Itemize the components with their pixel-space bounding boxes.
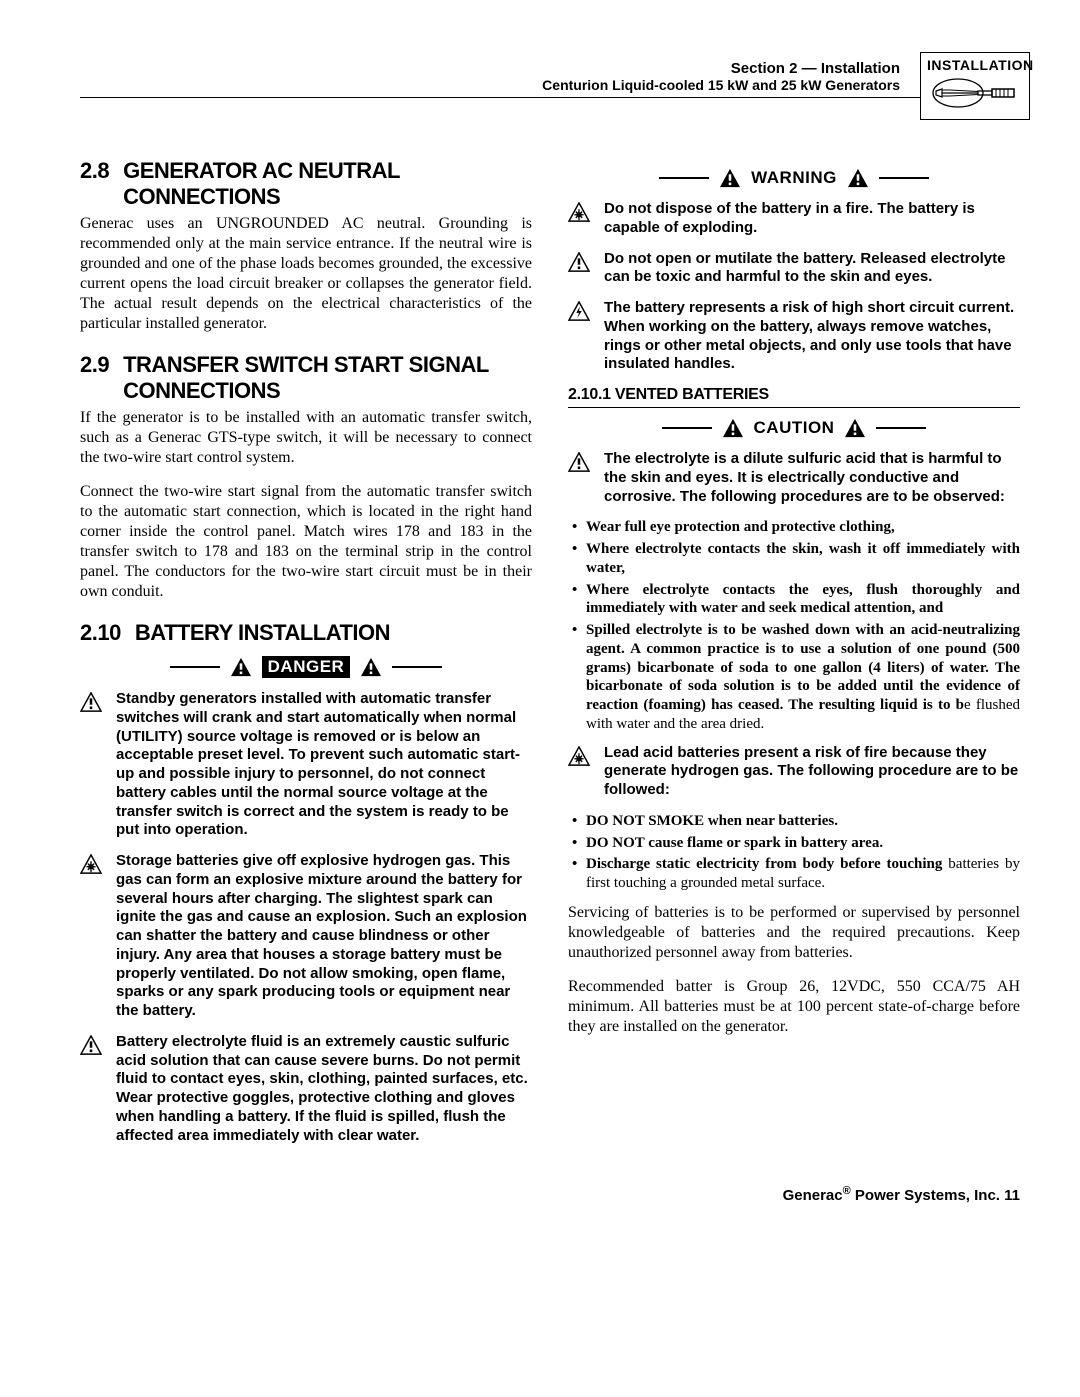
servicing-paragraph: Servicing of batteries is to be performe… bbox=[568, 903, 1020, 963]
section-number: 2.10 bbox=[80, 620, 121, 646]
hazard-exclaim-icon bbox=[80, 1033, 106, 1146]
installation-badge: INSTALLATION bbox=[920, 52, 1030, 120]
warning-item-3: The battery represents a risk of high sh… bbox=[568, 299, 1020, 374]
section-title: TRANSFER SWITCH START SIGNAL CONNECTIONS bbox=[123, 352, 532, 404]
caution-text: Lead acid batteries present a risk of fi… bbox=[604, 744, 1020, 800]
bullet-item: Discharge static electricity from body b… bbox=[572, 855, 1020, 893]
warning-triangle-icon bbox=[722, 418, 744, 438]
warning-text: The battery represents a risk of high sh… bbox=[604, 299, 1020, 374]
danger-item-1: Standby generators installed with automa… bbox=[80, 690, 532, 840]
hazard-exclaim-icon bbox=[568, 250, 594, 288]
hazard-burst-icon bbox=[568, 200, 594, 238]
danger-text: Battery electrolyte fluid is an extremel… bbox=[116, 1033, 532, 1146]
section-2-8-body: Generac uses an UNGROUNDED AC neutral. G… bbox=[80, 214, 532, 334]
warning-text: Do not open or mutilate the battery. Rel… bbox=[604, 250, 1020, 288]
danger-banner: DANGER bbox=[80, 656, 532, 678]
caution-item-1: The electrolyte is a dilute sulfuric aci… bbox=[568, 450, 1020, 506]
caution-item-2: Lead acid batteries present a risk of fi… bbox=[568, 744, 1020, 800]
subsection-2-10-1-heading: 2.10.1 VENTED BATTERIES bbox=[568, 386, 1020, 408]
section-2-9-body-2: Connect the two-wire start signal from t… bbox=[80, 482, 532, 602]
danger-item-2: Storage batteries give off explosive hyd… bbox=[80, 852, 532, 1021]
screwdriver-icon bbox=[930, 75, 1020, 111]
bullet-item: DO NOT SMOKE when near batteries. bbox=[572, 812, 1020, 831]
caution-text: The electrolyte is a dilute sulfuric aci… bbox=[604, 450, 1020, 506]
battery-spec-paragraph: Recommended batter is Group 26, 12VDC, 5… bbox=[568, 977, 1020, 1037]
footer-rest: Power Systems, Inc. 11 bbox=[851, 1187, 1020, 1204]
caution-label: CAUTION bbox=[754, 418, 835, 438]
hazard-exclaim-icon bbox=[80, 690, 106, 840]
warning-triangle-icon bbox=[844, 418, 866, 438]
caution-bullet-list-1: Wear full eye protection and protective … bbox=[572, 518, 1020, 733]
badge-label: INSTALLATION bbox=[927, 57, 1023, 73]
section-2-8-heading: 2.8 GENERATOR AC NEUTRAL CONNECTIONS bbox=[80, 158, 532, 210]
registered-symbol: ® bbox=[843, 1185, 851, 1197]
header-section-label: Section 2 — Installation bbox=[542, 60, 900, 77]
bullet-item: Where electrolyte contacts the eyes, flu… bbox=[572, 581, 1020, 619]
hazard-burst-icon bbox=[80, 852, 106, 1021]
warning-item-2: Do not open or mutilate the battery. Rel… bbox=[568, 250, 1020, 288]
section-title: GENERATOR AC NEUTRAL CONNECTIONS bbox=[123, 158, 532, 210]
danger-text: Standby generators installed with automa… bbox=[116, 690, 532, 840]
page-header: INSTALLATION Section 2 — Installation Ce… bbox=[80, 60, 1020, 98]
section-2-10-heading: 2.10 BATTERY INSTALLATION bbox=[80, 620, 532, 646]
header-subtitle: Centurion Liquid-cooled 15 kW and 25 kW … bbox=[542, 77, 900, 93]
footer-brand: Generac bbox=[783, 1187, 843, 1204]
bullet-item: Where electrolyte contacts the skin, was… bbox=[572, 540, 1020, 578]
hazard-burst-icon bbox=[568, 744, 594, 800]
warning-triangle-icon bbox=[360, 657, 382, 677]
section-2-9-heading: 2.9 TRANSFER SWITCH START SIGNAL CONNECT… bbox=[80, 352, 532, 404]
bullet-item: Spilled electrolyte is to be washed down… bbox=[572, 621, 1020, 734]
section-number: 2.8 bbox=[80, 158, 109, 184]
danger-text: Storage batteries give off explosive hyd… bbox=[116, 852, 532, 1021]
danger-label: DANGER bbox=[262, 656, 351, 678]
hazard-bolt-icon bbox=[568, 299, 594, 374]
section-number: 2.9 bbox=[80, 352, 109, 378]
caution-banner: CAUTION bbox=[568, 418, 1020, 438]
left-column: 2.8 GENERATOR AC NEUTRAL CONNECTIONS Gen… bbox=[80, 158, 532, 1157]
danger-item-3: Battery electrolyte fluid is an extremel… bbox=[80, 1033, 532, 1146]
caution-bullet-list-2: DO NOT SMOKE when near batteries. DO NOT… bbox=[572, 812, 1020, 893]
bullet-item: DO NOT cause flame or spark in battery a… bbox=[572, 834, 1020, 853]
warning-triangle-icon bbox=[230, 657, 252, 677]
page-footer: Generac® Power Systems, Inc. 11 bbox=[80, 1185, 1020, 1204]
warning-label: WARNING bbox=[751, 168, 837, 188]
hazard-exclaim-icon bbox=[568, 450, 594, 506]
warning-banner: WARNING bbox=[568, 168, 1020, 188]
section-title: BATTERY INSTALLATION bbox=[135, 620, 390, 646]
section-2-9-body-1: If the generator is to be installed with… bbox=[80, 408, 532, 468]
warning-item-1: Do not dispose of the battery in a fire.… bbox=[568, 200, 1020, 238]
warning-text: Do not dispose of the battery in a fire.… bbox=[604, 200, 1020, 238]
warning-triangle-icon bbox=[719, 168, 741, 188]
warning-triangle-icon bbox=[847, 168, 869, 188]
bullet-item: Wear full eye protection and protective … bbox=[572, 518, 1020, 537]
right-column: WARNING Do not dispose of the battery in… bbox=[568, 158, 1020, 1157]
